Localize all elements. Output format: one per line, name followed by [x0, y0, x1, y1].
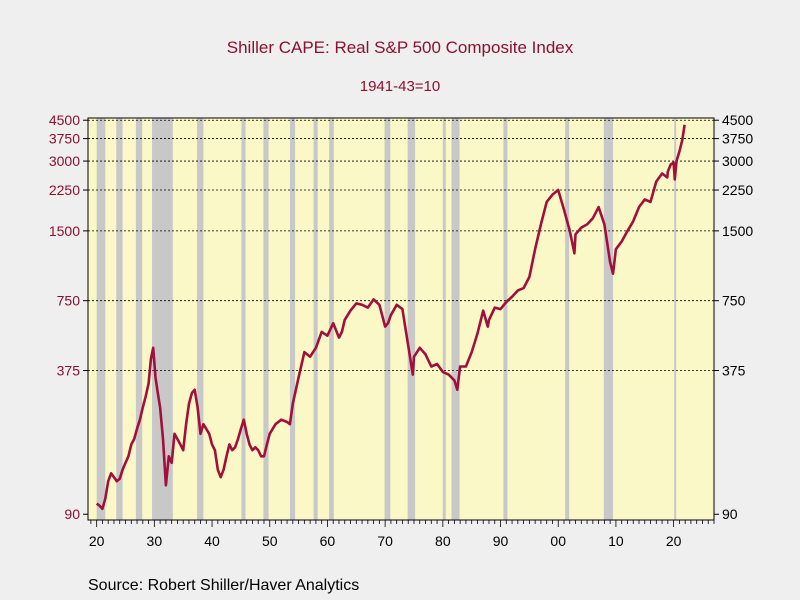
plot-frame — [87, 117, 715, 521]
y-tick-label-left: 3750 — [49, 131, 80, 147]
chart-subtitle: 1941-43=10 — [359, 78, 441, 95]
y-axis: 90 90 375 375 750 750 1500 1500 2250 2250 3000 3000… — [49, 112, 754, 522]
x-tick-label: 20 — [89, 533, 105, 549]
y-tick-label-right: 1500 — [722, 223, 753, 239]
recession-band — [603, 118, 614, 520]
recession-band — [241, 118, 246, 520]
x-tick-label: 30 — [147, 533, 163, 549]
x-tick-label: 90 — [493, 533, 509, 549]
y-tick-label-right: 3750 — [722, 131, 753, 147]
source-note: Source: Robert Shiller/Haver Analytics — [88, 577, 360, 594]
x-tick-label: 40 — [204, 533, 220, 549]
y-tick-label-right: 4500 — [722, 112, 753, 128]
y-tick-label-right: 2250 — [722, 182, 753, 198]
recession-band — [313, 118, 318, 520]
y-tick-label-left: 750 — [57, 293, 81, 309]
recession-band — [135, 118, 143, 520]
recession-band — [384, 118, 391, 520]
y-tick-label-left: 375 — [57, 363, 81, 379]
recession-bands — [96, 118, 677, 520]
recession-band — [407, 118, 416, 520]
recession-band — [263, 118, 269, 520]
y-tick-label-right: 750 — [722, 293, 746, 309]
x-tick-label: 70 — [377, 533, 393, 549]
y-tick-label-right: 90 — [722, 506, 738, 522]
recession-band — [451, 118, 460, 520]
recession-band — [96, 118, 106, 520]
x-tick-label: 60 — [320, 533, 336, 549]
recession-band — [152, 118, 173, 520]
y-tick-label-left: 2250 — [49, 182, 80, 198]
recession-band — [289, 118, 296, 520]
plot-area — [88, 118, 714, 520]
recession-band — [197, 118, 204, 520]
x-tick-label: 80 — [435, 533, 451, 549]
y-tick-label-right: 3000 — [722, 153, 753, 169]
y-tick-label-right: 375 — [722, 363, 746, 379]
y-tick-label-left: 90 — [64, 506, 80, 522]
x-tick-label: 50 — [262, 533, 278, 549]
recession-band — [503, 118, 508, 520]
recession-band — [565, 118, 570, 520]
y-tick-label-left: 1500 — [49, 223, 80, 239]
y-tick-label-left: 4500 — [49, 112, 80, 128]
x-tick-label: 20 — [666, 533, 682, 549]
x-tick-label: 10 — [608, 533, 624, 549]
gridlines — [88, 119, 714, 371]
x-axis: 20 30 40 50 60 70 80 90 00 10 20 — [89, 520, 715, 549]
recession-band — [442, 118, 446, 520]
recession-band — [329, 118, 334, 520]
y-tick-label-left: 3000 — [49, 153, 80, 169]
recession-band — [674, 118, 677, 520]
x-tick-label: 00 — [550, 533, 566, 549]
chart-title: Shiller CAPE: Real S&P 500 Composite Ind… — [226, 38, 574, 57]
series-line — [95, 124, 686, 511]
recession-band — [116, 118, 123, 520]
